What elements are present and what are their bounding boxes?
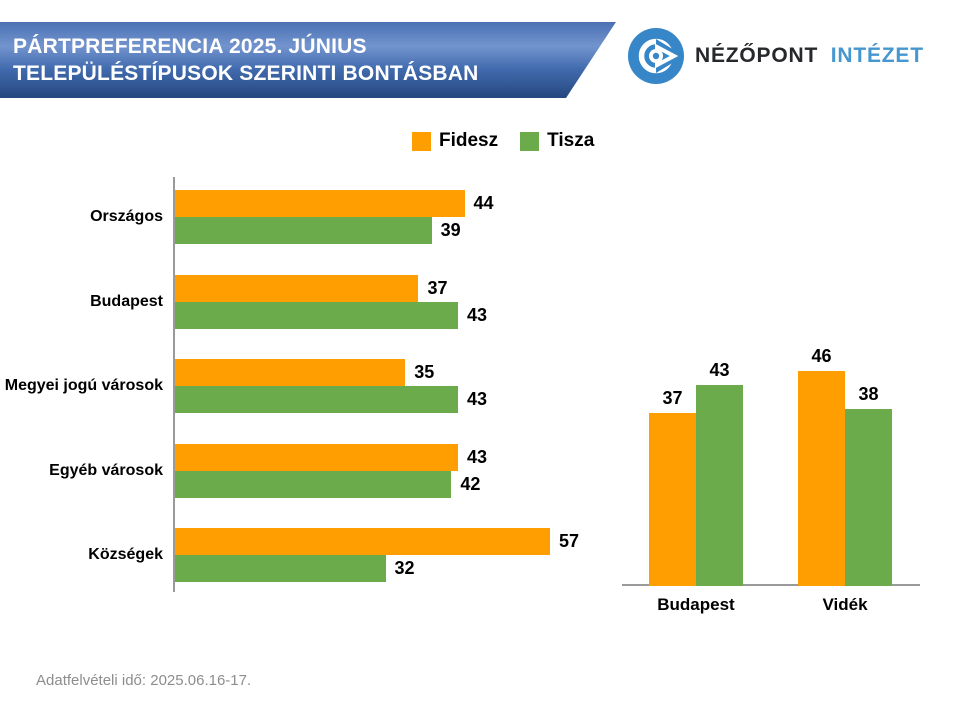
- bar-fidesz-2: [175, 274, 419, 302]
- left-chart-bar-row-tisza: 43: [175, 386, 487, 413]
- right-chart-axis-line: [622, 584, 920, 586]
- bar-tisza-2: [175, 301, 458, 329]
- bar-fidesz-1: [175, 190, 465, 217]
- bar-tisza-vidék: [845, 408, 892, 586]
- left-chart-bar-row-fidesz: 44: [175, 190, 494, 217]
- left-chart-group-2: Budapest 37 43: [0, 274, 610, 329]
- left-chart-axis-line: [173, 177, 175, 592]
- left-chart-group-3: Megyei jogú városok 35 43: [0, 359, 610, 413]
- page-title-line-2: TELEPÜLÉSTÍPUSOK SZERINTI BONTÁSBAN: [13, 62, 479, 85]
- bar-value-label: 35: [414, 362, 435, 382]
- legend-swatch-fidesz: [412, 131, 431, 151]
- legend-label-fidesz: Fidesz: [439, 130, 499, 151]
- bar-value-label: 37: [662, 388, 683, 409]
- left-chart-bar-row-fidesz: 43: [175, 443, 487, 471]
- left-chart-bar-row-tisza: 42: [175, 470, 481, 498]
- bar-fidesz-4: [175, 443, 458, 471]
- bar-value-label: 43: [466, 389, 487, 409]
- bar-value-label: 37: [427, 277, 448, 298]
- logo-text-secondary: INTÉZET: [830, 44, 924, 67]
- header-banner: PÁRTPREFERENCIA 2025. JÚNIUS TELEPÜLÉSTÍ…: [0, 22, 616, 98]
- bar-fidesz-budapest: [649, 413, 696, 586]
- left-chart-bar-row-fidesz: 37: [175, 274, 448, 302]
- bar-fidesz-5: [175, 528, 551, 555]
- bar-value-label: 42: [460, 473, 481, 494]
- bar-tisza-3: [175, 386, 458, 413]
- logo-text-primary: NÉZŐPONT: [695, 44, 819, 67]
- left-chart-bar-row-tisza: 32: [175, 555, 415, 582]
- bar-value-label: 39: [440, 220, 461, 240]
- left-chart-bar-row-tisza: 39: [175, 217, 461, 244]
- right-chart-category-label: Vidék: [822, 595, 868, 614]
- left-chart-bar-row-fidesz: 35: [175, 359, 434, 386]
- budapest-videk-bar-chart: 37 43 Budapest 46 38 Vidék: [622, 345, 920, 620]
- legend-swatch-tisza: [520, 131, 540, 151]
- nezopont-eye-icon: [628, 28, 684, 84]
- bar-tisza-1: [175, 217, 432, 244]
- right-chart-category-label: Budapest: [657, 595, 735, 614]
- settlement-type-bar-chart: Országos 44 39 Budapest 37 43 Megyei jogú váro…: [0, 177, 610, 602]
- bar-tisza-4: [175, 470, 452, 498]
- bar-value-label: 43: [466, 446, 487, 467]
- bar-fidesz-vidék: [798, 371, 845, 586]
- bar-tisza-5: [175, 555, 386, 582]
- left-chart-category-label: Egyéb városok: [49, 461, 163, 479]
- legend-item-tisza: Tisza: [520, 130, 594, 152]
- nezopont-logo: NÉZŐPONT INTÉZET: [628, 28, 924, 84]
- bar-value-label: 38: [858, 383, 879, 404]
- left-chart-group-1: Országos 44 39: [0, 190, 610, 244]
- left-chart-group-4: Egyéb városok 43 42: [0, 443, 610, 498]
- page-title-line-1: PÁRTPREFERENCIA 2025. JÚNIUS: [13, 35, 367, 58]
- legend-label-tisza: Tisza: [547, 130, 595, 151]
- bar-value-label: 44: [473, 193, 494, 213]
- bar-value-label: 32: [394, 558, 415, 578]
- left-chart-bar-row-fidesz: 57: [175, 528, 579, 555]
- left-chart-bar-row-tisza: 43: [175, 301, 487, 329]
- chart-legend: Fidesz Tisza: [412, 130, 594, 152]
- bar-value-label: 57: [559, 531, 580, 551]
- left-chart-category-label: Megyei jogú városok: [4, 377, 163, 394]
- bar-value-label: 43: [466, 304, 487, 325]
- left-chart-category-label: Budapest: [90, 292, 163, 310]
- left-chart-group-5: Községek 57 32: [0, 528, 610, 582]
- bar-value-label: 43: [709, 360, 730, 381]
- legend-item-fidesz: Fidesz: [412, 130, 498, 152]
- bar-fidesz-3: [175, 359, 406, 386]
- left-chart-category-label: Országos: [90, 208, 163, 225]
- footnote: Adatfelvételi idő: 2025.06.16-17.: [36, 672, 252, 689]
- bar-value-label: 46: [811, 346, 832, 367]
- bar-tisza-budapest: [696, 385, 743, 586]
- logo-text: NÉZŐPONT INTÉZET: [695, 44, 924, 68]
- left-chart-category-label: Községek: [88, 546, 163, 563]
